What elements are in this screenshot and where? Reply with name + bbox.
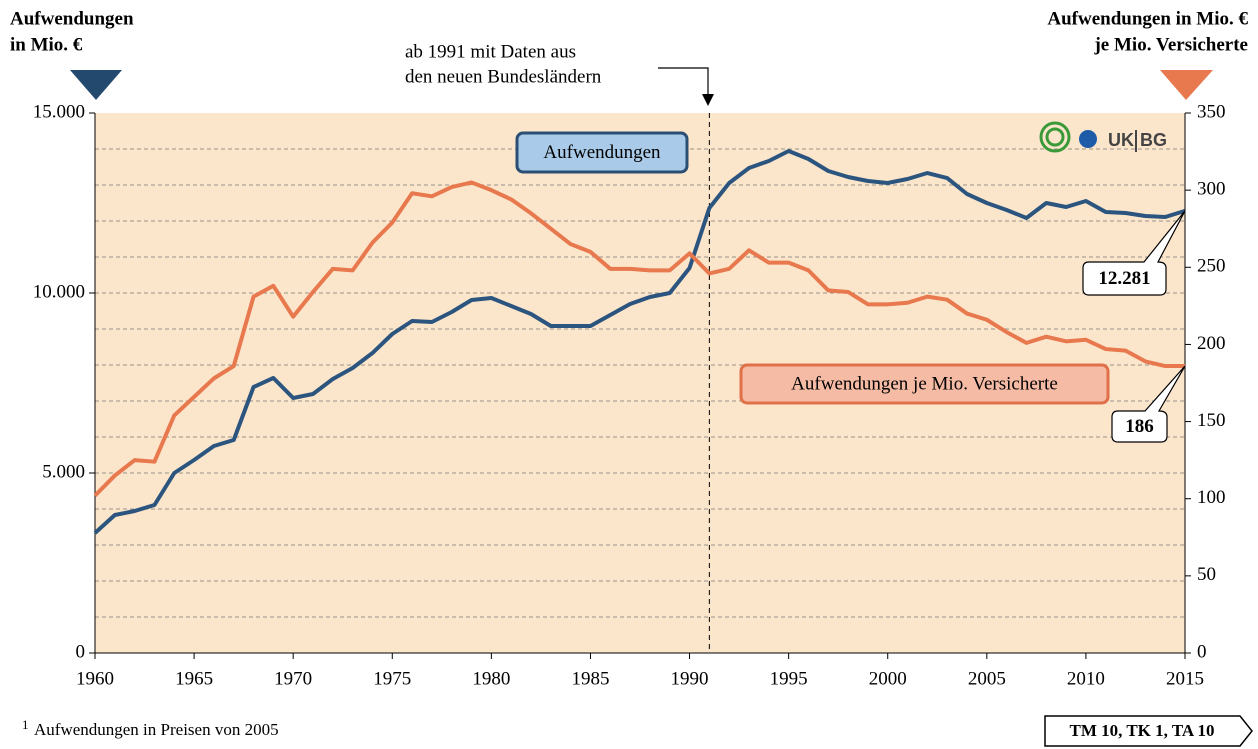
logo-icon [1045,127,1065,147]
source-label: TM 10, TK 1, TA 10 [1070,721,1215,740]
left-axis-marker [70,70,122,100]
x-tick-label: 1985 [571,668,609,689]
y2-tick-label: 250 [1197,256,1226,277]
logo-icon [1039,121,1071,153]
y2-tick-label: 350 [1197,101,1226,122]
x-tick-label: 1975 [373,668,411,689]
logo: UK BG [1039,121,1167,153]
annotation: den neuen Bundesländern [405,66,602,87]
x-tick-label: 2010 [1067,668,1105,689]
value-label: 186 [1125,416,1154,437]
right-axis-marker [1160,70,1213,100]
source-box [1044,715,1253,747]
y-title: in Mio. € [10,34,83,55]
logo-text: BG [1140,130,1167,150]
series-label-box [515,131,689,174]
footnote-mark: 1 [22,717,29,732]
footnote: Aufwendungen in Preisen von 2005 [34,720,279,739]
x-tick-label: 1995 [770,668,808,689]
y2-tick-label: 200 [1197,333,1226,354]
y-tick-label: 15.000 [33,101,85,122]
y2-title: Aufwendungen in Mio. € [1047,8,1248,29]
y2-tick-label: 300 [1197,179,1226,200]
x-tick-label: 1960 [76,668,114,689]
annotation: ab 1991 mit Daten aus [405,41,576,62]
y2-tick-label: 0 [1197,641,1207,662]
x-tick-label: 1965 [175,668,213,689]
x-tick-label: 1970 [274,668,312,689]
series-line [93,180,1185,498]
y2-tick-label: 50 [1197,564,1216,585]
callout [1111,365,1186,443]
series-label-box [739,363,1110,405]
x-tick-label: 2015 [1166,668,1204,689]
series-label: Aufwendungen [543,142,661,163]
annotation-arrowhead [702,94,714,106]
series-label: Aufwendungen je Mio. Versicherte [791,373,1058,394]
y-tick-label: 10.000 [33,281,85,302]
x-tick-label: 2000 [869,668,907,689]
y-title: Aufwendungen [10,8,134,29]
x-tick-label: 1980 [472,668,510,689]
y2-tick-label: 150 [1197,410,1226,431]
y2-title: je Mio. Versicherte [1093,34,1248,55]
annotation-arrow [658,67,709,100]
callout [1082,210,1186,296]
logo-icon [1079,130,1097,148]
y-tick-label: 0 [76,641,86,662]
series-line [93,149,1186,535]
y-tick-label: 5.000 [42,461,85,482]
x-tick-label: 2005 [968,668,1006,689]
logo-text: UK [1108,130,1134,150]
y2-tick-label: 100 [1197,487,1226,508]
x-tick-label: 1990 [671,668,709,689]
value-label: 12.281 [1098,268,1150,289]
